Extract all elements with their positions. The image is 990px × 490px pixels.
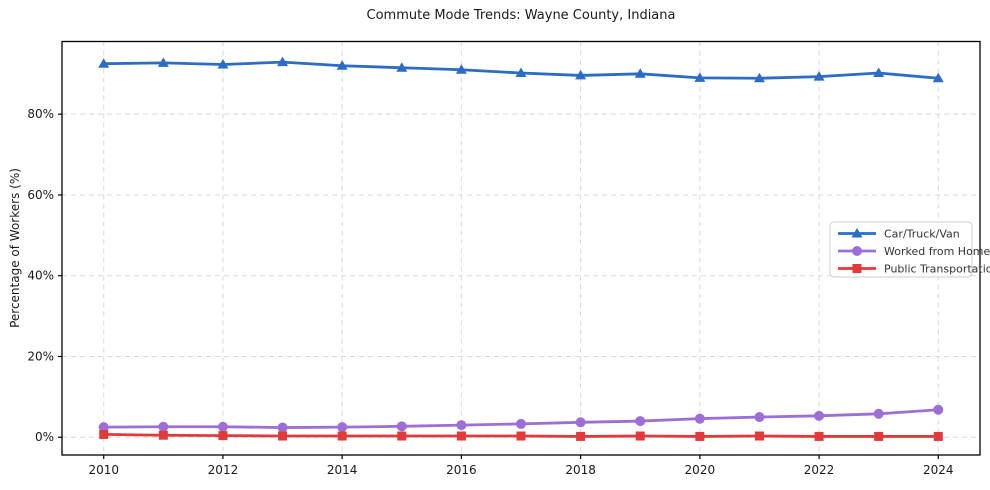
chart-title: Commute Mode Trends: Wayne County, India…	[366, 8, 676, 23]
data-point-marker	[277, 56, 289, 67]
data-point-marker	[98, 422, 109, 433]
data-point-marker	[516, 418, 526, 429]
data-point-marker	[754, 412, 765, 423]
y-tick-label: 40%	[27, 269, 54, 283]
data-point-marker	[695, 431, 705, 441]
data-point-marker	[158, 430, 168, 440]
plot-frame	[61, 40, 981, 456]
data-point-marker	[218, 431, 228, 441]
data-point-marker	[873, 67, 885, 77]
data-point-marker	[635, 416, 646, 427]
x-tick-label: 2020	[685, 463, 716, 477]
data-point-marker	[874, 431, 884, 441]
x-tick-label: 2018	[565, 463, 596, 477]
data-point-marker	[694, 72, 706, 82]
data-point-marker	[456, 420, 467, 431]
data-point-marker	[277, 422, 288, 433]
data-point-marker	[278, 431, 288, 441]
data-point-marker	[515, 67, 527, 77]
data-point-marker	[455, 64, 467, 74]
data-point-marker	[98, 58, 110, 68]
data-point-marker	[456, 431, 466, 441]
data-point-marker	[337, 431, 347, 441]
data-point-marker	[397, 431, 407, 441]
y-tick-label: 60%	[27, 188, 54, 202]
data-point-marker	[635, 431, 645, 441]
data-point-marker	[634, 68, 646, 78]
legend-marker-triangle	[851, 228, 863, 238]
legend-label: Car/Truck/Van	[884, 228, 960, 241]
data-point-marker	[873, 408, 884, 419]
x-tick-label: 2022	[804, 463, 835, 477]
data-point-marker	[337, 422, 348, 433]
data-point-marker	[217, 421, 228, 432]
data-point-marker	[158, 421, 169, 432]
x-tick-label: 2016	[446, 463, 477, 477]
data-point-marker	[516, 431, 526, 441]
y-tick-label: 80%	[27, 107, 54, 121]
data-point-marker	[99, 429, 109, 439]
data-point-marker	[396, 62, 408, 72]
legend-marker-circle	[852, 246, 862, 256]
data-point-marker	[814, 410, 825, 421]
x-tick-label: 2024	[923, 463, 954, 477]
data-point-marker	[813, 71, 825, 81]
data-point-marker	[814, 431, 824, 441]
data-point-marker	[575, 69, 587, 80]
data-point-marker	[576, 431, 586, 441]
data-point-marker	[396, 421, 407, 432]
y-tick-label: 0%	[35, 430, 54, 444]
data-point-marker	[932, 72, 944, 83]
data-point-marker	[157, 57, 169, 67]
data-point-marker	[694, 413, 705, 424]
legend-marker-square	[852, 264, 862, 273]
data-point-marker	[753, 72, 765, 83]
x-tick-label: 2010	[88, 463, 119, 477]
legend-label: Public Transportation	[884, 263, 990, 276]
data-point-marker	[336, 60, 348, 70]
x-tick-label: 2014	[327, 463, 358, 477]
data-point-marker	[933, 404, 944, 415]
data-point-marker	[217, 59, 229, 69]
legend-box	[829, 221, 973, 278]
data-point-marker	[933, 431, 943, 441]
data-point-marker	[575, 417, 586, 428]
legend-label: Worked from Home	[884, 245, 990, 258]
y-tick-label: 20%	[27, 349, 54, 363]
data-point-marker	[754, 431, 764, 441]
x-tick-label: 2012	[208, 463, 239, 477]
